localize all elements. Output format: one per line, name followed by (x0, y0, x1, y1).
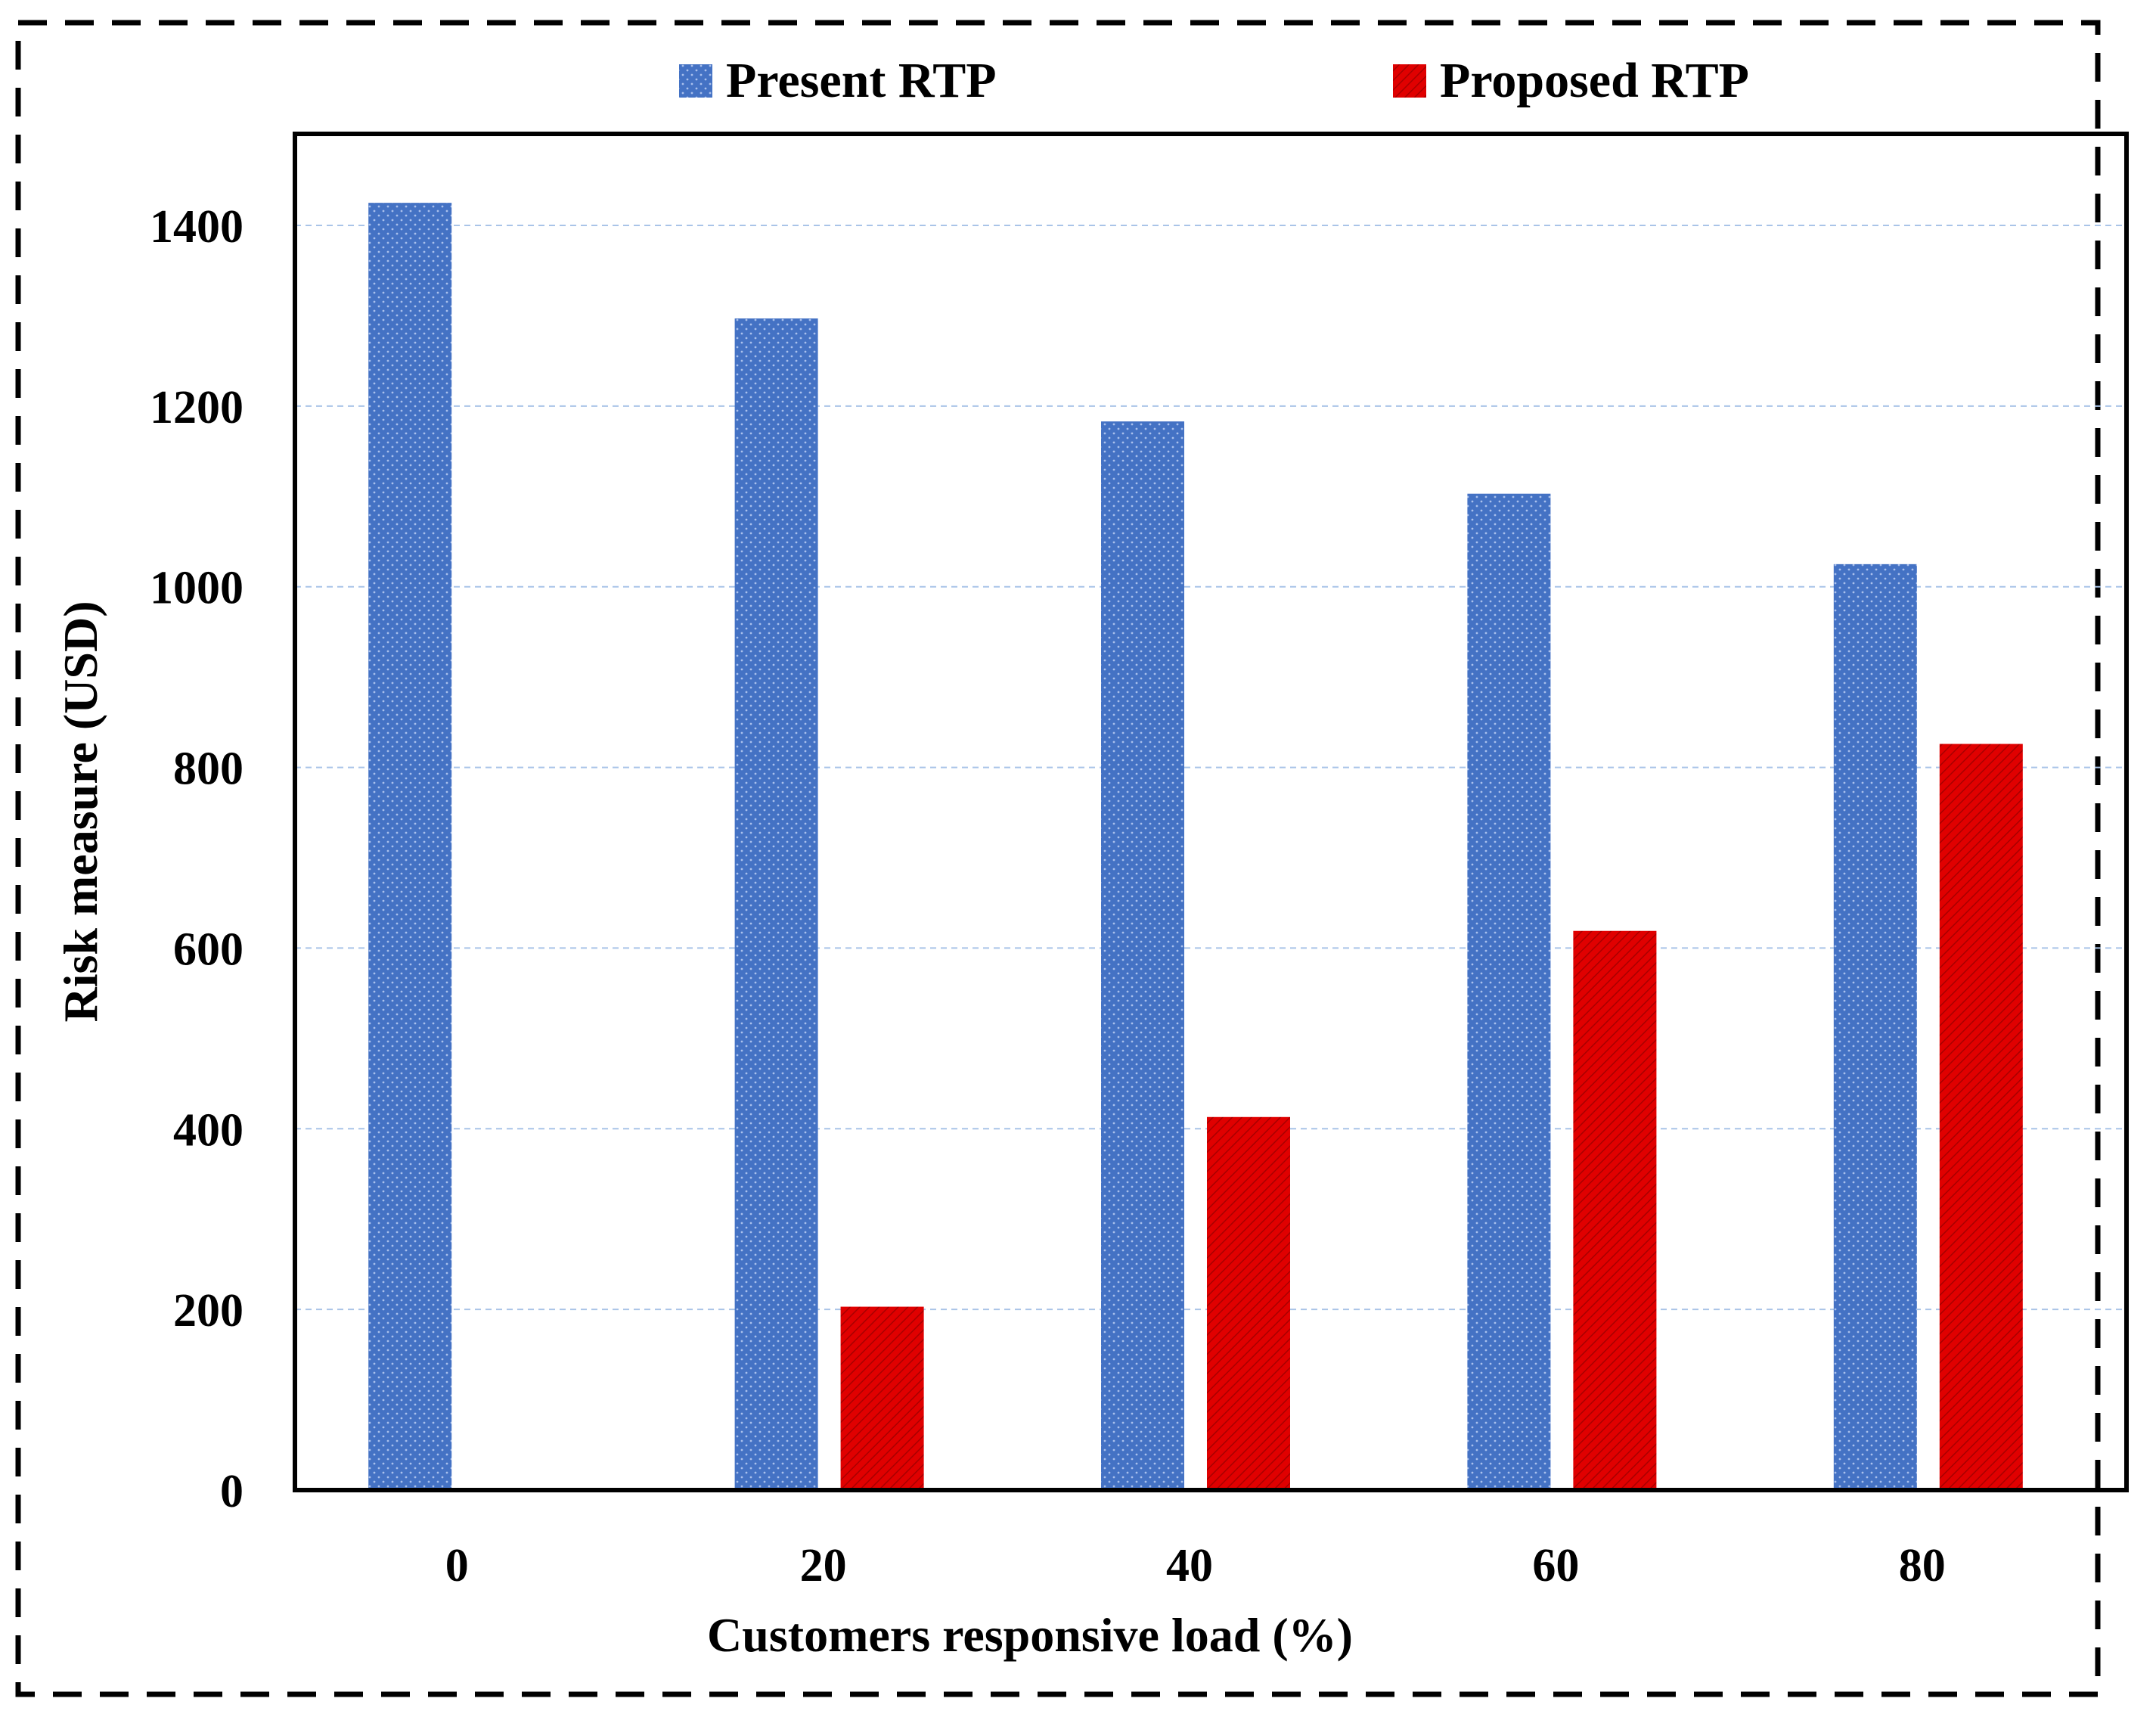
x-tick-label: 20 (800, 1540, 847, 1591)
bar-present-rtp-20 (734, 318, 818, 1490)
bar-proposed-rtp-80 (1939, 744, 2023, 1490)
y-tick-label: 0 (220, 1466, 244, 1517)
y-axis-title: Risk measure (USD) (54, 601, 107, 1022)
bar-present-rtp-0 (368, 203, 452, 1491)
legend-swatch-present-rtp (679, 64, 712, 98)
y-tick-label: 600 (173, 924, 244, 975)
y-tick-label: 1400 (150, 201, 244, 253)
plot-area-frame (293, 132, 2129, 1492)
x-tick-label: 40 (1166, 1540, 1213, 1591)
y-tick-label: 400 (173, 1104, 244, 1156)
legend-swatch-proposed-rtp (1393, 64, 1426, 98)
x-axis-title: Customers responsive load (%) (707, 1608, 1353, 1662)
y-tick-label: 1200 (150, 382, 244, 433)
y-axis-ticks: 0 200 400 600 800 1000 1200 1400 (150, 201, 244, 1517)
legend-label-proposed-rtp: Proposed RTP (1440, 53, 1749, 108)
outer-dashed-border (15, 20, 2101, 1697)
x-tick-label: 80 (1899, 1540, 1946, 1591)
legend: Present RTP Proposed RTP (679, 53, 1749, 108)
y-tick-label: 200 (173, 1285, 244, 1337)
x-tick-label: 60 (1532, 1540, 1579, 1591)
x-tick-label: 0 (445, 1540, 469, 1591)
y-tick-label: 1000 (150, 563, 244, 614)
bar-present-rtp-60 (1467, 493, 1551, 1490)
legend-label-present-rtp: Present RTP (726, 53, 997, 108)
bars (368, 203, 2023, 1491)
bar-proposed-rtp-60 (1573, 930, 1657, 1490)
bar-present-rtp-80 (1833, 564, 1917, 1490)
x-axis-ticks: 0 20 40 60 80 (445, 1540, 1946, 1591)
bar-proposed-rtp-20 (840, 1306, 924, 1490)
bar-present-rtp-40 (1101, 421, 1184, 1491)
y-tick-label: 800 (173, 744, 244, 795)
bar-proposed-rtp-40 (1207, 1116, 1290, 1490)
